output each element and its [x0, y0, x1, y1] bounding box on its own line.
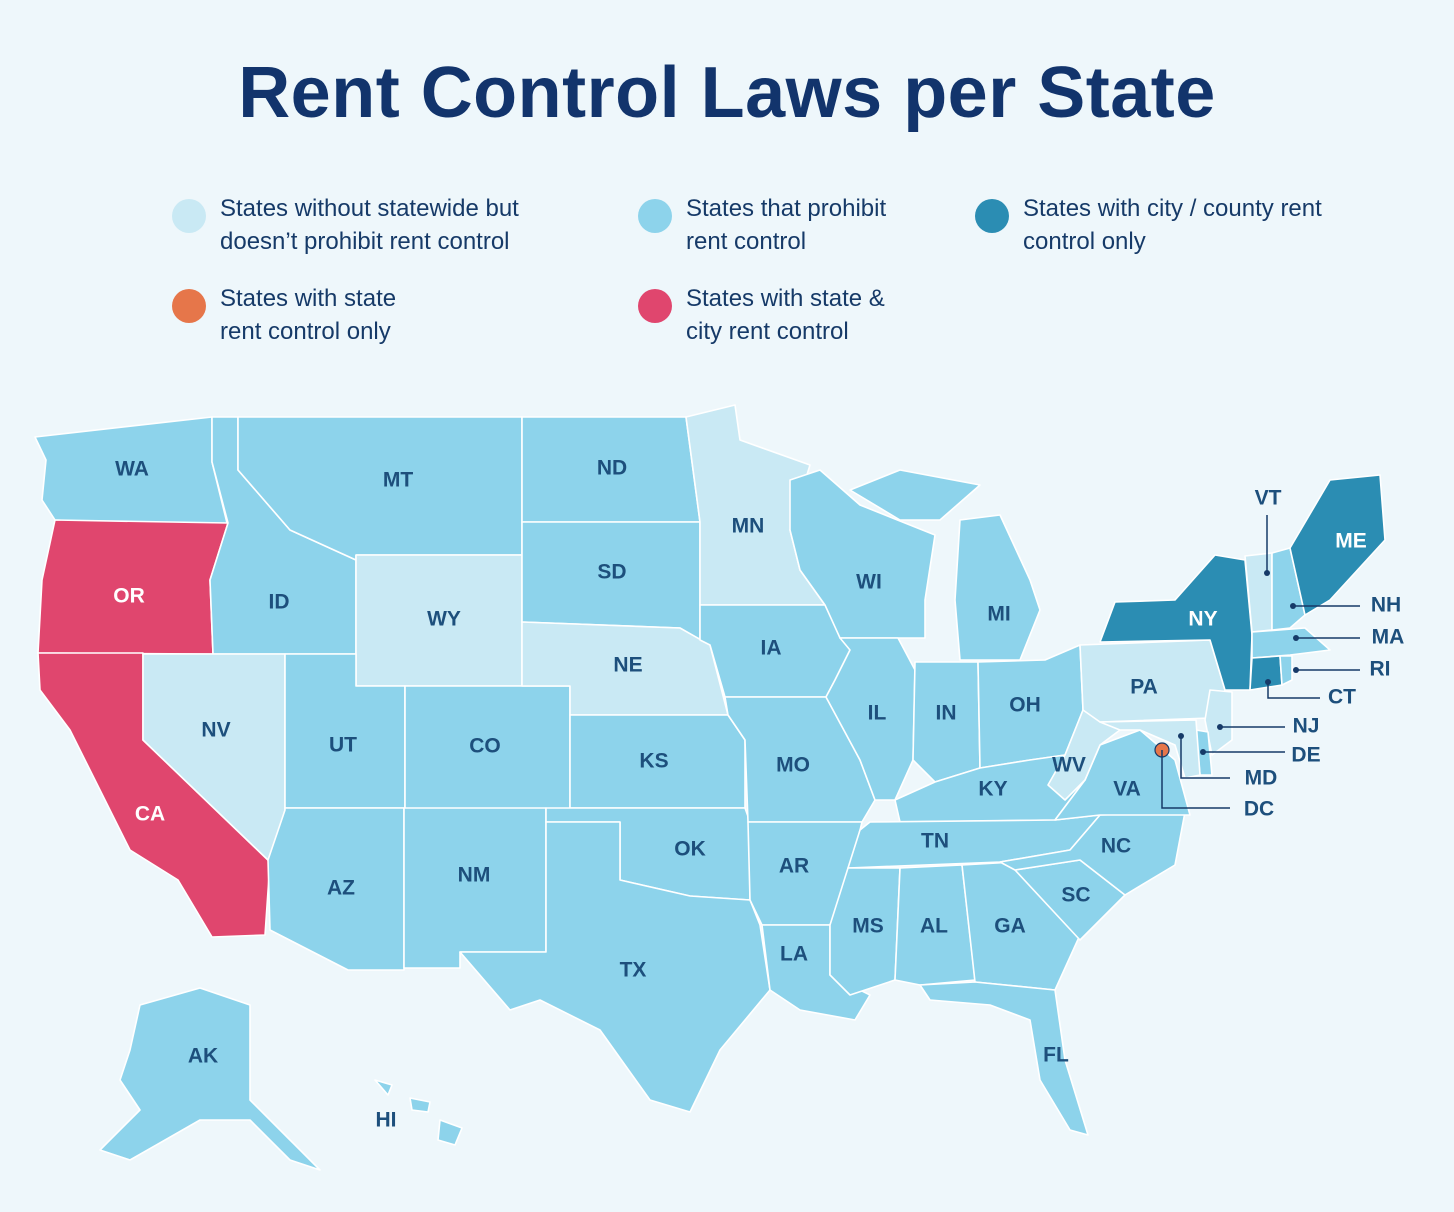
label-ri: RI [1370, 658, 1391, 681]
label-ny: NY [1188, 608, 1217, 631]
label-al: AL [920, 915, 948, 938]
label-wv: WV [1052, 754, 1086, 777]
label-nh: NH [1371, 594, 1401, 617]
label-hi: HI [376, 1109, 397, 1132]
label-tx: TX [620, 959, 647, 982]
label-me: ME [1335, 530, 1367, 553]
label-co: CO [469, 735, 501, 758]
legend-swatch [638, 289, 672, 323]
label-ne: NE [613, 654, 642, 677]
legend-label: States without statewide but doesn’t pro… [220, 195, 519, 255]
legend-label: States with state rent control only [220, 285, 397, 345]
label-mo: MO [776, 754, 810, 777]
legend-label: States with state & city rent control [686, 285, 885, 345]
label-wi: WI [856, 571, 882, 594]
state-ri[interactable] [1279, 655, 1293, 686]
state-hi[interactable] [374, 1079, 463, 1146]
legend-label: States with city / county rent control o… [1023, 195, 1322, 255]
label-va: VA [1113, 778, 1141, 801]
label-ok: OK [674, 838, 706, 861]
label-nv: NV [201, 719, 230, 742]
legend-item-city-county: States with city / county rent control o… [975, 192, 1323, 258]
legend-item-prohibit: States that prohibit rent control [638, 192, 926, 258]
state-labels: WA OR CA ID NV MT WY UT AZ CO NM ND SD N… [113, 457, 1404, 1132]
label-nm: NM [458, 864, 491, 887]
state-me[interactable] [1289, 474, 1386, 616]
label-md: MD [1245, 767, 1278, 790]
legend-item-state-only: States with state rent control only [172, 282, 430, 348]
state-ct[interactable] [1249, 655, 1283, 691]
legend-item-state-and-city: States with state & city rent control [638, 282, 906, 348]
state-ma[interactable] [1251, 627, 1331, 659]
label-fl: FL [1043, 1044, 1069, 1067]
label-pa: PA [1130, 676, 1158, 699]
label-in: IN [936, 702, 957, 725]
label-tn: TN [921, 830, 949, 853]
label-la: LA [780, 943, 808, 966]
label-sc: SC [1061, 884, 1090, 907]
label-dc: DC [1244, 798, 1274, 821]
label-wa: WA [115, 458, 149, 481]
state-tx[interactable] [459, 821, 771, 1113]
state-md[interactable] [1099, 719, 1201, 779]
label-ga: GA [994, 915, 1026, 938]
legend-item-no-statewide: States without statewide but doesn’t pro… [172, 192, 570, 258]
state-il[interactable] [825, 637, 916, 801]
label-ma: MA [1372, 626, 1405, 649]
label-ak: AK [188, 1045, 218, 1068]
label-az: AZ [327, 877, 355, 900]
label-mt: MT [383, 469, 413, 492]
label-wy: WY [427, 608, 461, 631]
state-fl[interactable] [919, 981, 1089, 1136]
label-il: IL [868, 702, 887, 725]
label-sd: SD [597, 561, 626, 584]
label-nj: NJ [1293, 715, 1320, 738]
state-wi[interactable] [789, 469, 936, 639]
label-oh: OH [1009, 694, 1041, 717]
state-nh[interactable] [1271, 547, 1306, 631]
state-nc[interactable] [999, 811, 1186, 896]
label-vt: VT [1255, 487, 1282, 510]
label-ca: CA [135, 803, 165, 826]
state-nm[interactable] [403, 807, 547, 969]
state-mi[interactable] [849, 469, 1041, 661]
state-ks[interactable] [569, 714, 746, 809]
state-ak[interactable] [99, 987, 321, 1171]
label-mi: MI [987, 603, 1010, 626]
state-nj[interactable] [1204, 689, 1233, 756]
callouts [1161, 515, 1360, 809]
label-id: ID [269, 591, 290, 614]
label-or: OR [113, 585, 145, 608]
label-de: DE [1291, 744, 1320, 767]
legend-swatch [172, 289, 206, 323]
label-ct: CT [1328, 686, 1356, 709]
label-ar: AR [779, 855, 809, 878]
state-al[interactable] [894, 864, 976, 986]
label-ks: KS [639, 750, 668, 773]
legend-swatch [172, 199, 206, 233]
label-mn: MN [732, 515, 765, 538]
label-nd: ND [597, 457, 627, 480]
label-ia: IA [761, 637, 782, 660]
page-title: Rent Control Laws per State [238, 53, 1216, 133]
label-nc: NC [1101, 835, 1131, 858]
legend-swatch [638, 199, 672, 233]
label-ky: KY [978, 778, 1007, 801]
legend-swatch [975, 199, 1009, 233]
label-ms: MS [852, 915, 884, 938]
label-ut: UT [329, 734, 357, 757]
legend-label: States that prohibit rent control [686, 195, 887, 255]
